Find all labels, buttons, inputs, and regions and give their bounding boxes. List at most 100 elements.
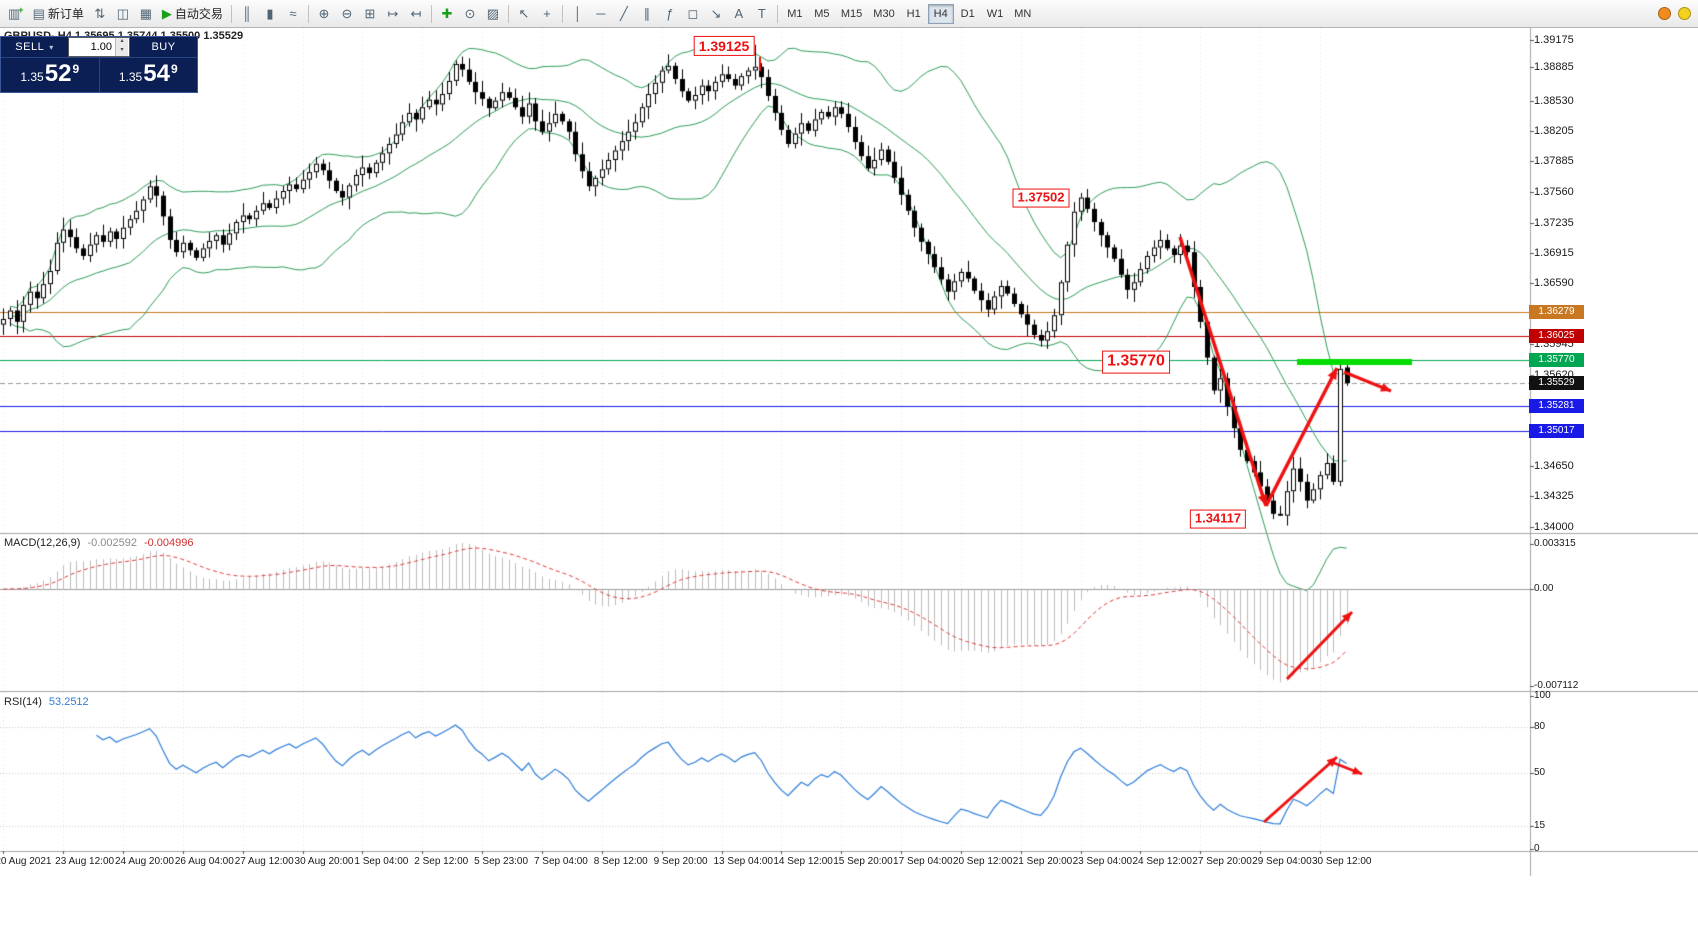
price-level-tag: 1.35281 [1529, 399, 1584, 414]
trade-panel-top-row: SELL ▾ ▴ ▾ BUY [1, 37, 197, 58]
rsi-axis-label: 100 [1534, 690, 1551, 701]
toolbar-separator [307, 4, 309, 23]
status-orange-indicator[interactable] [1658, 7, 1671, 20]
buy-price-big: 54 [143, 60, 170, 87]
horizontal-line-button[interactable]: ─ [590, 3, 612, 25]
toolbar-separator [776, 4, 778, 23]
vertical-line-button[interactable]: │ [567, 3, 589, 25]
sell-price-base: 1.35 [20, 70, 44, 84]
price-axis-label: 1.38885 [1534, 61, 1574, 74]
price-level-tag: 1.36279 [1529, 305, 1584, 320]
chart-canvas[interactable] [0, 28, 1698, 941]
zoom-out-button[interactable]: ⊖ [336, 3, 358, 25]
time-axis-label: 30 Sep 12:00 [1312, 856, 1372, 867]
status-yellow-indicator[interactable] [1678, 7, 1691, 20]
timeframe-h1-button[interactable]: H1 [901, 4, 927, 24]
new-order-button[interactable]: ▤ 新订单 [29, 3, 88, 25]
tile-windows-button[interactable]: ⊞ [359, 3, 381, 25]
timeframe-m5-button[interactable]: M5 [809, 4, 835, 24]
buy-button[interactable]: 1.35 54 9 [100, 58, 198, 92]
rsi-value: 53.2512 [48, 696, 89, 708]
bar-chart-button[interactable]: ║ [236, 3, 258, 25]
autotrading-button[interactable]: ▶ 自动交易 [158, 3, 227, 25]
rsi-axis-label: 80 [1534, 720, 1546, 732]
candlestick-chart-button[interactable]: ▮ [259, 3, 281, 25]
toolbar-separator [430, 4, 432, 23]
volume-up-button[interactable]: ▴ [116, 38, 128, 47]
fibonacci-button[interactable]: ƒ [659, 3, 681, 25]
price-level-tag: 1.35770 [1529, 353, 1584, 368]
chart-shift-button[interactable]: ↤ [405, 3, 427, 25]
current-price-tag: 1.35529 [1529, 376, 1584, 391]
time-axis-label: 23 Aug 12:00 [55, 856, 115, 867]
market-watch-button[interactable]: ⇅ [89, 3, 111, 25]
crosshair-button[interactable]: + [536, 3, 558, 25]
market-watch-icon: ⇅ [94, 6, 106, 21]
line-chart-button[interactable]: ≈ [282, 3, 304, 25]
toolbar-separator [230, 4, 232, 23]
rsi-indicator-label: RSI(14) 53.2512 [4, 696, 89, 708]
autotrading-icon: ▶ [161, 6, 172, 21]
sell-button[interactable]: 1.35 52 9 [1, 58, 99, 92]
cursor-button[interactable]: ↖ [513, 3, 535, 25]
time-axis-label: 24 Aug 20:00 [115, 856, 174, 867]
time-axis-label: 26 Aug 04:00 [174, 856, 234, 867]
indicators-button[interactable]: ✚ [436, 3, 458, 25]
arrows-icon: ↘ [710, 6, 722, 21]
data-window-button[interactable]: ◫ [112, 3, 134, 25]
text-button[interactable]: A [728, 3, 750, 25]
crosshair-icon: + [543, 6, 551, 21]
price-axis-label: 1.38205 [1534, 125, 1574, 138]
zoom-in-button[interactable]: ⊕ [313, 3, 335, 25]
buy-header-button[interactable]: BUY [130, 37, 197, 57]
time-axis-label: 27 Sep 20:00 [1192, 856, 1252, 867]
sell-dropdown-caret-icon[interactable]: ▾ [49, 42, 54, 52]
macd-axis-label: 0.00 [1534, 583, 1554, 595]
vertical-line-icon: │ [573, 6, 582, 21]
macd-signal-value: -0.004996 [143, 537, 194, 549]
sell-header-button[interactable]: SELL ▾ [1, 37, 68, 57]
time-axis-label: 14 Sep 12:00 [773, 856, 833, 867]
time-axis-label: 29 Sep 04:00 [1252, 856, 1312, 867]
timeframe-mn-button[interactable]: MN [1009, 4, 1036, 24]
sell-price-big: 52 [44, 60, 72, 87]
periods-button[interactable]: ⊙ [459, 3, 481, 25]
sell-price-pip: 9 [72, 62, 80, 76]
time-axis-label: 24 Sep 12:00 [1132, 856, 1192, 867]
shapes-icon: ◻ [687, 6, 699, 21]
templates-button[interactable]: ▨ [482, 3, 504, 25]
auto-scroll-button[interactable]: ↦ [382, 3, 404, 25]
timeframe-d1-button[interactable]: D1 [955, 4, 981, 24]
timeframe-w1-button[interactable]: W1 [982, 4, 1009, 24]
macd-axis-label: 0.003315 [1534, 538, 1576, 549]
time-axis-label: 13 Sep 04:00 [713, 856, 774, 867]
price-axis-label: 1.36590 [1534, 277, 1574, 290]
timeframe-m1-button[interactable]: M1 [782, 4, 808, 24]
price-axis-label: 1.34000 [1534, 520, 1574, 533]
volume-down-button[interactable]: ▾ [116, 47, 128, 56]
data-window-icon: ◫ [116, 6, 130, 21]
shapes-button[interactable]: ◻ [682, 3, 704, 25]
time-axis-label: 17 Sep 04:00 [893, 856, 953, 867]
rsi-axis-label: 15 [1534, 820, 1546, 832]
new-chart-badge-icon: + [18, 4, 24, 15]
one-click-trading-panel: SELL ▾ ▴ ▾ BUY 1.35 52 9 1.35 [0, 36, 198, 93]
price-level-tag: 1.36025 [1529, 329, 1584, 344]
trendline-button[interactable]: ╱ [613, 3, 635, 25]
timeframe-m15-button[interactable]: M15 [836, 4, 867, 24]
volume-field: ▴ ▾ [68, 37, 130, 57]
rsi-axis-label: 50 [1534, 766, 1546, 778]
price-axis-label: 1.34650 [1534, 459, 1574, 472]
navigator-button[interactable]: ▦ [135, 3, 157, 25]
time-axis-label: 20 Aug 2021 [0, 856, 52, 867]
timeframe-h4-button[interactable]: H4 [927, 3, 954, 24]
arrows-button[interactable]: ↘ [705, 3, 727, 25]
volume-input[interactable] [69, 38, 115, 56]
timeframe-m30-button[interactable]: M30 [868, 4, 899, 24]
buy-price-base: 1.35 [118, 70, 143, 84]
equidistant-channel-button[interactable]: ∥ [636, 3, 658, 25]
new-chart-button[interactable]: ▥ + [4, 3, 28, 25]
time-axis-label: 8 Sep 12:00 [593, 856, 648, 867]
text-label-button[interactable]: T [751, 3, 773, 25]
